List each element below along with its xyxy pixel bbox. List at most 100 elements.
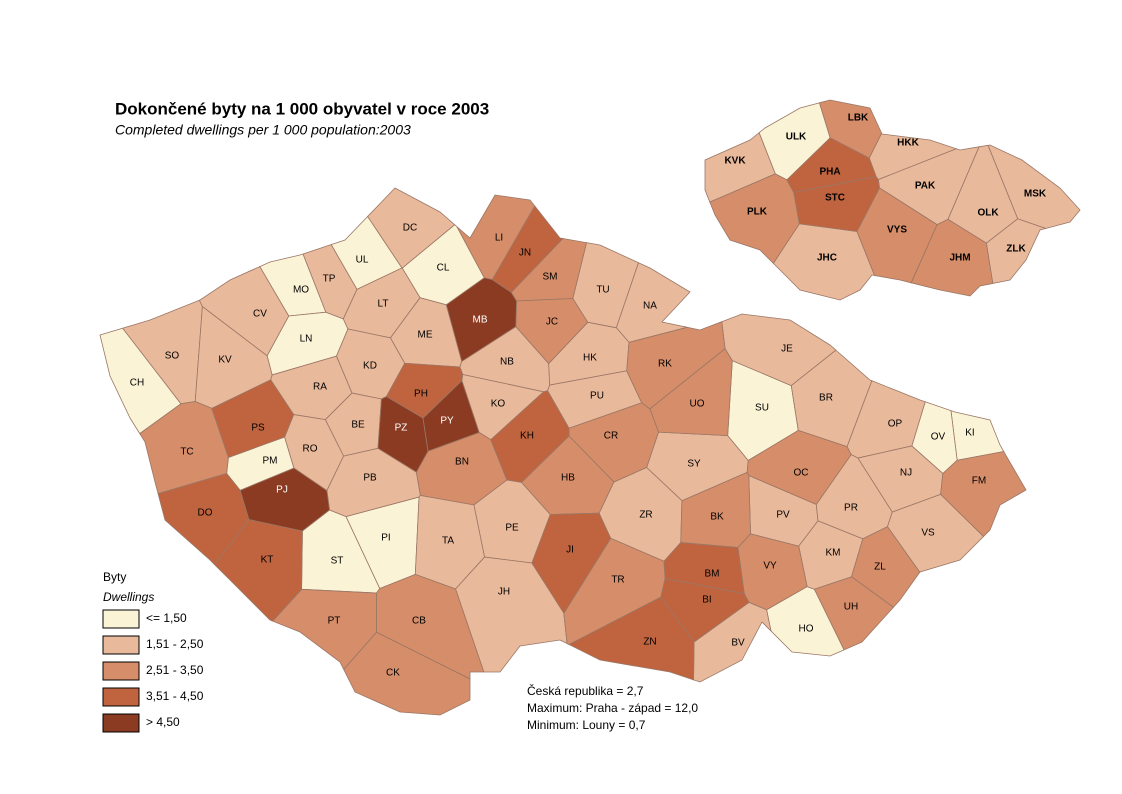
area	[214, 519, 303, 622]
area-code: PR	[844, 503, 858, 514]
area-code: LI	[495, 233, 503, 244]
area-code: BI	[702, 595, 711, 606]
area-code: NJ	[900, 468, 912, 479]
note: Maximum: Praha - západ = 12,0	[527, 701, 698, 715]
area-code: BR	[819, 393, 833, 404]
legend-label: 1,51 - 2,50	[146, 637, 204, 651]
note: Česká republika = 2,7	[527, 683, 644, 698]
area-code: SO	[165, 351, 180, 362]
area-code: ST	[331, 556, 344, 567]
area-code: TR	[611, 575, 624, 586]
area-code: JC	[546, 317, 558, 328]
legend-title: Byty	[103, 570, 126, 584]
area-code: VS	[921, 528, 935, 539]
area	[376, 573, 485, 680]
area	[813, 576, 895, 651]
area-code: VY	[763, 561, 777, 572]
area-code: UL	[356, 255, 369, 266]
area-code: KM	[826, 548, 841, 559]
area-code: TC	[180, 447, 193, 458]
area-code: JN	[519, 248, 531, 259]
area-code: DO	[198, 508, 213, 519]
legend-label: <= 1,50	[146, 611, 187, 625]
legend-swatch	[102, 635, 140, 655]
area	[198, 266, 290, 357]
subtitle: Completed dwellings per 1 000 population…	[115, 122, 411, 138]
area-code: ZR	[639, 510, 652, 521]
area-code: SM	[543, 272, 558, 283]
area-code: STC	[825, 193, 845, 204]
area-code: HB	[561, 473, 575, 484]
area-code: NB	[500, 357, 514, 368]
area-code: BE	[351, 420, 365, 431]
area-code: PT	[328, 616, 341, 627]
area-code: ZL	[874, 562, 886, 573]
area-code: DC	[403, 223, 417, 234]
area	[239, 467, 330, 532]
area-code: OV	[931, 432, 946, 443]
area	[490, 390, 570, 483]
legend-swatch	[102, 661, 140, 681]
area-code: CV	[253, 309, 267, 320]
legend-swatch	[102, 713, 140, 733]
area-code: CK	[386, 668, 400, 679]
area-code: PS	[251, 423, 265, 434]
area-code: JE	[781, 344, 793, 355]
title: Dokončené byty na 1 000 obyvatel v roce …	[115, 99, 489, 118]
area-code: PAK	[915, 181, 936, 192]
area-code: ZLK	[1006, 244, 1026, 255]
area-code: PY	[440, 416, 454, 427]
area	[491, 205, 564, 293]
area-code: VYS	[887, 225, 907, 236]
area-code: MSK	[1024, 189, 1047, 200]
area	[531, 512, 612, 614]
area-code: BM	[705, 569, 720, 580]
area	[343, 631, 471, 716]
legend-swatch	[102, 687, 140, 707]
area-code: KI	[965, 428, 974, 439]
area-code: ULK	[786, 132, 807, 143]
area-code: ME	[418, 330, 433, 341]
area-code: ZN	[643, 637, 656, 648]
area-code: OP	[888, 419, 903, 430]
legend: <= 1,50 1,51 - 2,50 2,51 - 3,50 3,51 - 4,50…	[102, 609, 204, 733]
area	[793, 176, 880, 232]
region-map: ULK HKK KVK PAK MSK OLK ZLK JHC LBK PLK VYS JHM PHA S…	[704, 99, 1081, 301]
area-code: PHA	[819, 167, 840, 178]
area-code: OC	[794, 468, 809, 479]
area	[910, 218, 994, 297]
area-code: PU	[590, 391, 604, 402]
legend-subtitle: Dwellings	[103, 590, 154, 604]
area-code: CL	[437, 263, 450, 274]
area	[940, 451, 1027, 538]
area-code: HKK	[897, 138, 919, 149]
area-code: MO	[293, 285, 309, 296]
area-code: FM	[972, 476, 986, 487]
area-code: KO	[491, 399, 506, 410]
legend-label: > 4,50	[146, 715, 180, 729]
area-code: KH	[520, 431, 534, 442]
area-code: JH	[498, 587, 510, 598]
area-code: BK	[710, 512, 724, 523]
area-code: HO	[799, 624, 814, 635]
area	[786, 137, 877, 193]
area	[139, 401, 229, 495]
area-code: PLK	[747, 207, 768, 218]
district-map: CH MO UL CL LN PM SU KI OV ST PI HO SO KV CV TP DC TU NA LT…	[99, 187, 1027, 716]
area-code: LN	[300, 334, 313, 345]
area-code: SY	[687, 459, 701, 470]
area-code: KT	[261, 555, 274, 566]
area-code: BN	[455, 457, 469, 468]
area-code: MB	[473, 315, 488, 326]
area	[422, 379, 480, 452]
legend-label: 3,51 - 4,50	[146, 689, 204, 703]
area-code: RO	[303, 444, 318, 455]
area-code: PZ	[395, 423, 408, 434]
area-code: PE	[505, 523, 519, 534]
area	[568, 596, 695, 681]
area-code: KVK	[724, 156, 746, 167]
area-code: CH	[130, 378, 144, 389]
area-code: UO	[690, 399, 705, 410]
area-code: TP	[323, 274, 336, 285]
